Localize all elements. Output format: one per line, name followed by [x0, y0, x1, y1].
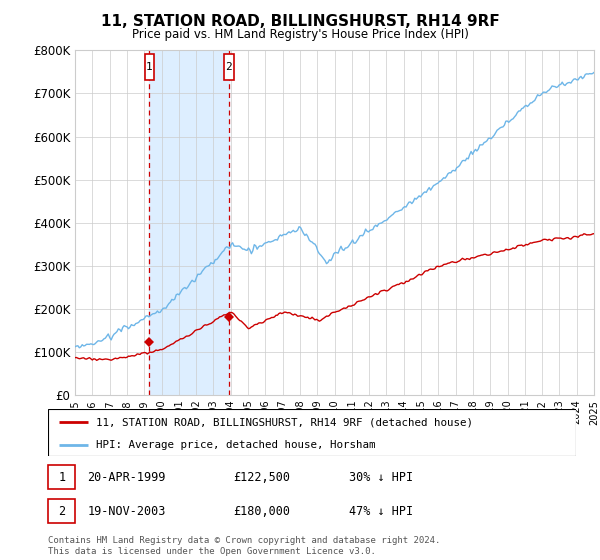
FancyBboxPatch shape: [48, 465, 76, 489]
Text: 19-NOV-2003: 19-NOV-2003: [88, 505, 166, 518]
Text: Price paid vs. HM Land Registry's House Price Index (HPI): Price paid vs. HM Land Registry's House …: [131, 28, 469, 41]
Text: £180,000: £180,000: [233, 505, 290, 518]
Text: 20-APR-1999: 20-APR-1999: [88, 470, 166, 484]
FancyBboxPatch shape: [224, 54, 234, 80]
Text: 2: 2: [58, 505, 65, 518]
Text: 1: 1: [146, 62, 153, 72]
Text: 2: 2: [226, 62, 232, 72]
Text: 1: 1: [58, 470, 65, 484]
FancyBboxPatch shape: [48, 409, 576, 456]
Bar: [149, 50, 229, 395]
Text: HPI: Average price, detached house, Horsham: HPI: Average price, detached house, Hors…: [95, 440, 375, 450]
Text: Contains HM Land Registry data © Crown copyright and database right 2024.
This d: Contains HM Land Registry data © Crown c…: [48, 536, 440, 556]
Text: 11, STATION ROAD, BILLINGSHURST, RH14 9RF: 11, STATION ROAD, BILLINGSHURST, RH14 9R…: [101, 14, 499, 29]
FancyBboxPatch shape: [145, 54, 154, 80]
Text: 30% ↓ HPI: 30% ↓ HPI: [349, 470, 413, 484]
Text: £122,500: £122,500: [233, 470, 290, 484]
FancyBboxPatch shape: [48, 500, 76, 523]
Text: 11, STATION ROAD, BILLINGSHURST, RH14 9RF (detached house): 11, STATION ROAD, BILLINGSHURST, RH14 9R…: [95, 417, 473, 427]
Text: 47% ↓ HPI: 47% ↓ HPI: [349, 505, 413, 518]
